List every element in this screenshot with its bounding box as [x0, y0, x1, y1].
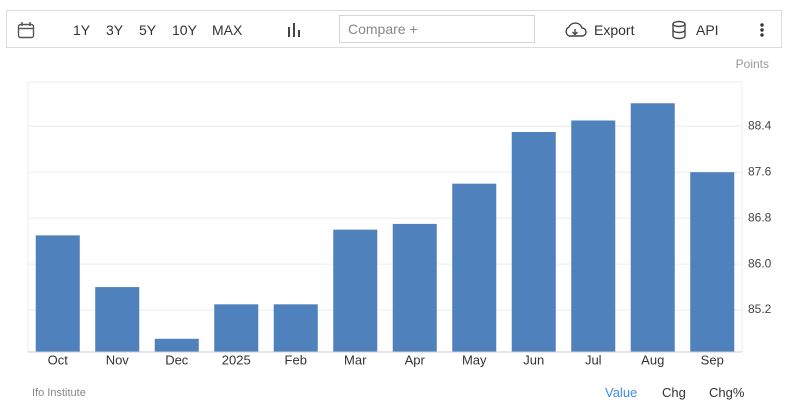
range-button[interactable]: 5Y [139, 22, 157, 38]
bar [452, 183, 497, 352]
source[interactable]: Ifo Institute [32, 387, 86, 399]
y-tick-label: 88.4 [748, 118, 772, 132]
y-tick-label: 86.0 [748, 256, 772, 270]
menu-icon[interactable] [759, 22, 765, 38]
range-button[interactable]: 1Y [73, 22, 91, 38]
chart: Points 85.2 86.0 86.8 87.6 88.4 Oct Nov Dec 2025… [27, 57, 772, 367]
x-tick-label: Jun [523, 352, 544, 367]
y-tick-label: 85.2 [748, 302, 772, 316]
x-tick-label: May [462, 352, 487, 367]
bar [511, 131, 556, 352]
bar [392, 223, 437, 352]
x-tick-label: 2025 [222, 352, 251, 367]
x-tick-label: Feb [285, 352, 307, 367]
x-tick-label: Jul [585, 352, 602, 367]
compare-input[interactable]: Compare + [339, 15, 535, 43]
bar [690, 172, 735, 352]
export-icon[interactable] [563, 21, 587, 39]
view-tab[interactable]: Value [605, 385, 638, 400]
x-tick-label: Aug [641, 352, 664, 367]
range-button[interactable]: 3Y [106, 22, 124, 38]
export-button[interactable]: Export [594, 22, 635, 38]
bar [95, 287, 140, 352]
api-icon[interactable] [671, 20, 687, 40]
x-tick-label: Mar [344, 352, 367, 367]
x-tick-label: Sep [701, 352, 724, 367]
api-button[interactable]: API [696, 22, 719, 38]
toolbar: 1Y 3Y 5Y 10Y MAX Compare + Export API [6, 10, 782, 48]
view-tab[interactable]: Chg% [709, 385, 745, 400]
x-tick-label: Dec [165, 352, 189, 367]
bar [333, 229, 378, 352]
range-button[interactable]: 10Y [172, 22, 197, 38]
y-tick-label: 86.8 [748, 210, 772, 224]
bar [154, 338, 199, 352]
x-tick-label: Nov [106, 352, 130, 367]
bar [35, 235, 80, 352]
unit-label: Points [736, 57, 769, 71]
x-tick-label: Oct [48, 352, 69, 367]
bar [630, 103, 675, 353]
x-tick-label: Apr [405, 352, 426, 367]
calendar-icon[interactable] [17, 21, 35, 39]
bar [273, 304, 318, 352]
range-button[interactable]: MAX [212, 22, 243, 38]
bar [214, 304, 259, 352]
y-tick-label: 87.6 [748, 164, 772, 178]
bar [571, 120, 616, 352]
view-tab[interactable]: Chg [662, 385, 686, 400]
chart-type-icon[interactable] [287, 22, 301, 38]
